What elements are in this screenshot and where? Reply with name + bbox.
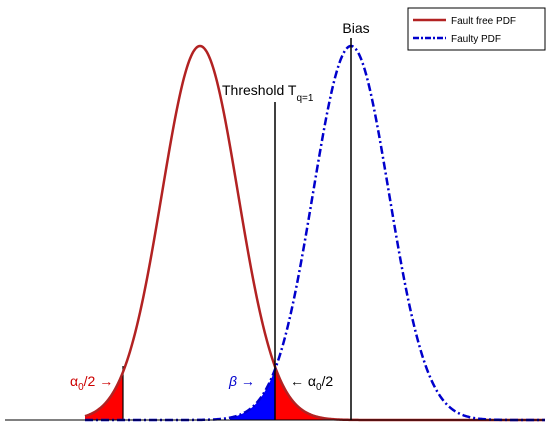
fault-free-curve <box>84 44 545 422</box>
alpha-left-label: α0/2 → <box>70 373 113 393</box>
threshold-subscript: q=1 <box>296 93 313 104</box>
alpha-rest: /2 → <box>84 373 114 389</box>
alpha-rest: /2 <box>322 373 334 389</box>
bias-label: Bias <box>342 20 369 36</box>
legend-box <box>407 7 546 51</box>
beta-area <box>230 369 275 420</box>
legend-label: Faulty PDF <box>451 34 501 45</box>
alpha-left-area <box>85 372 123 420</box>
legend: Fault free PDF Faulty PDF <box>407 7 546 51</box>
alpha-arrow: ← α <box>290 373 316 389</box>
alpha-subscript: 0 <box>78 382 84 393</box>
alpha-symbol: α <box>70 373 78 389</box>
legend-label: Fault free PDF <box>451 16 516 27</box>
alpha-right-area <box>275 366 330 420</box>
threshold-text: Threshold T <box>222 82 297 98</box>
beta-label: β → <box>228 373 255 389</box>
alpha-right-label: ← α0/2 <box>290 373 333 393</box>
alpha-subscript: 0 <box>316 382 322 393</box>
threshold-label: Threshold Tq=1 <box>222 82 314 104</box>
